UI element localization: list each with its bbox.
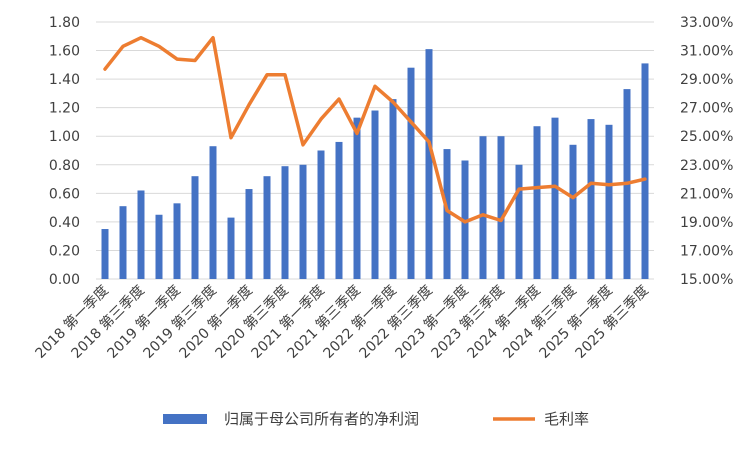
bar — [641, 63, 649, 280]
y-left-tick-label: 0.60 — [49, 186, 80, 202]
y-left-tick-label: 1.00 — [49, 129, 80, 145]
bar — [281, 166, 289, 279]
bar — [227, 217, 235, 279]
y-right-tick-label: 31.00% — [680, 44, 733, 60]
bar — [389, 99, 397, 279]
y-right-tick-label: 17.00% — [680, 243, 733, 259]
y-right-tick-label: 27.00% — [680, 101, 733, 117]
y-left-tick-label: 1.40 — [49, 72, 80, 88]
bar — [353, 117, 361, 280]
y-right-tick-label: 23.00% — [680, 158, 733, 174]
legend-swatch-bar — [163, 414, 207, 424]
y-left-tick-label: 0.00 — [49, 272, 80, 288]
bar — [407, 67, 415, 279]
bar — [335, 141, 343, 279]
bar — [209, 146, 217, 279]
y-axis-left-ticks: 0.00 0.20 0.40 0.60 0.80 1.00 1.20 1.40 1.60 1.80 — [49, 15, 80, 288]
bar — [551, 117, 559, 280]
bar — [515, 164, 523, 279]
bar — [461, 160, 469, 279]
bar — [425, 49, 433, 279]
y-left-tick-label: 0.40 — [49, 215, 80, 231]
y-left-tick-label: 0.20 — [49, 243, 80, 259]
y-right-tick-label: 21.00% — [680, 186, 733, 202]
bar — [443, 149, 451, 279]
y-left-tick-label: 0.80 — [49, 158, 80, 174]
bar — [119, 206, 127, 279]
line-series-gross-margin — [103, 35, 647, 224]
bar — [533, 126, 541, 279]
y-left-tick-label: 1.20 — [49, 101, 80, 117]
line-series-path — [103, 35, 647, 224]
bar — [587, 119, 595, 279]
bar — [173, 203, 181, 279]
bar — [101, 229, 109, 279]
bar — [263, 176, 271, 279]
bar — [191, 176, 199, 279]
bar — [497, 136, 505, 279]
legend-label-line: 毛利率 — [544, 410, 589, 428]
y-right-tick-label: 29.00% — [680, 72, 733, 88]
bar — [605, 124, 613, 279]
y-axis-right-ticks: 15.00% 17.00% 19.00% 21.00% 23.00% 25.00% 27.0… — [680, 15, 733, 288]
bar — [155, 214, 163, 279]
y-right-tick-label: 15.00% — [680, 272, 733, 288]
y-left-tick-label: 1.60 — [49, 44, 80, 60]
bar — [317, 150, 325, 279]
bar — [137, 190, 145, 279]
y-right-tick-label: 25.00% — [680, 129, 733, 145]
y-left-tick-label: 1.80 — [49, 15, 80, 31]
legend: 归属于母公司所有者的净利润 毛利率 — [163, 410, 589, 428]
bar — [245, 189, 253, 279]
bar — [479, 136, 487, 279]
y-right-tick-label: 19.00% — [680, 215, 733, 231]
bar — [371, 110, 379, 280]
y-right-tick-label: 33.00% — [680, 15, 733, 31]
legend-label-bar: 归属于母公司所有者的净利润 — [224, 410, 419, 428]
bar — [569, 144, 577, 279]
bar — [299, 164, 307, 279]
